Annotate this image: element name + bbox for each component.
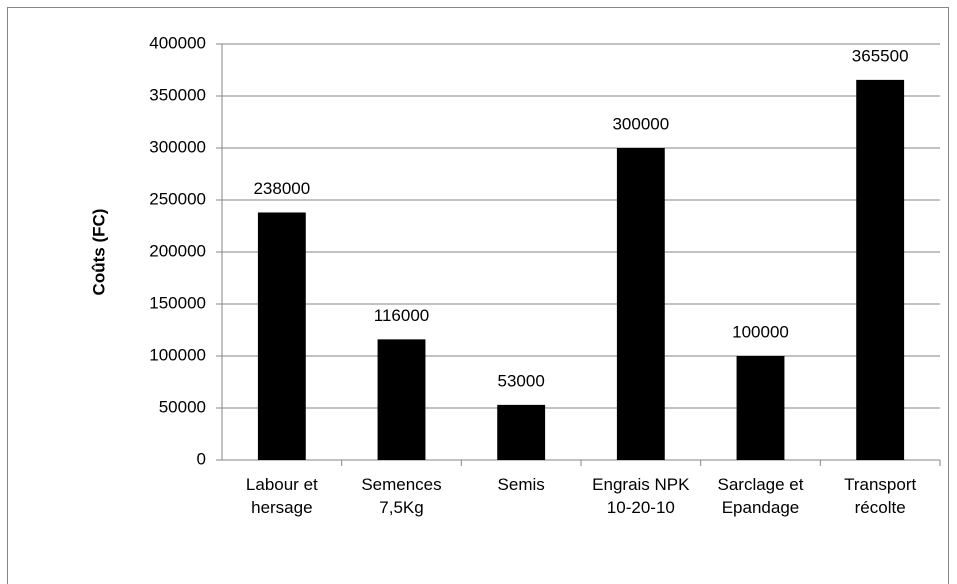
data-label: 300000 (612, 114, 669, 133)
y-axis-label: Coûts (FC) (89, 209, 108, 296)
x-tick-label: Transport récolte (844, 475, 917, 517)
x-tick-label: Semis (497, 475, 545, 494)
data-label: 238000 (253, 179, 310, 198)
y-tick-label: 200000 (149, 241, 206, 260)
data-label: 116000 (374, 306, 429, 325)
y-tick-label: 0 (197, 449, 206, 468)
y-tick-label: 50000 (159, 397, 206, 416)
data-label: 100000 (732, 322, 789, 341)
chart-border (7, 7, 949, 584)
bar (616, 148, 665, 460)
y-tick-label: 250000 (149, 189, 206, 208)
y-tick-label: 350000 (149, 85, 206, 104)
x-tick-label: Labour et hersage (245, 475, 318, 517)
y-tick-label: 150000 (149, 293, 206, 312)
x-tick-label: Engrais NPK 10-20-10 (592, 475, 690, 517)
bar (856, 79, 905, 460)
y-tick-label: 100000 (149, 345, 206, 364)
data-label: 53000 (498, 371, 545, 390)
bar (736, 356, 785, 460)
y-tick-label: 300000 (149, 137, 206, 156)
data-label: 365500 (852, 46, 909, 65)
x-tick-label: Semences 7,5Kg (361, 475, 442, 517)
bar (497, 404, 546, 460)
bar (257, 212, 306, 460)
y-tick-label: 400000 (149, 33, 206, 52)
bar (377, 339, 426, 460)
x-tick-label: Sarclage et Epandage (717, 475, 804, 517)
